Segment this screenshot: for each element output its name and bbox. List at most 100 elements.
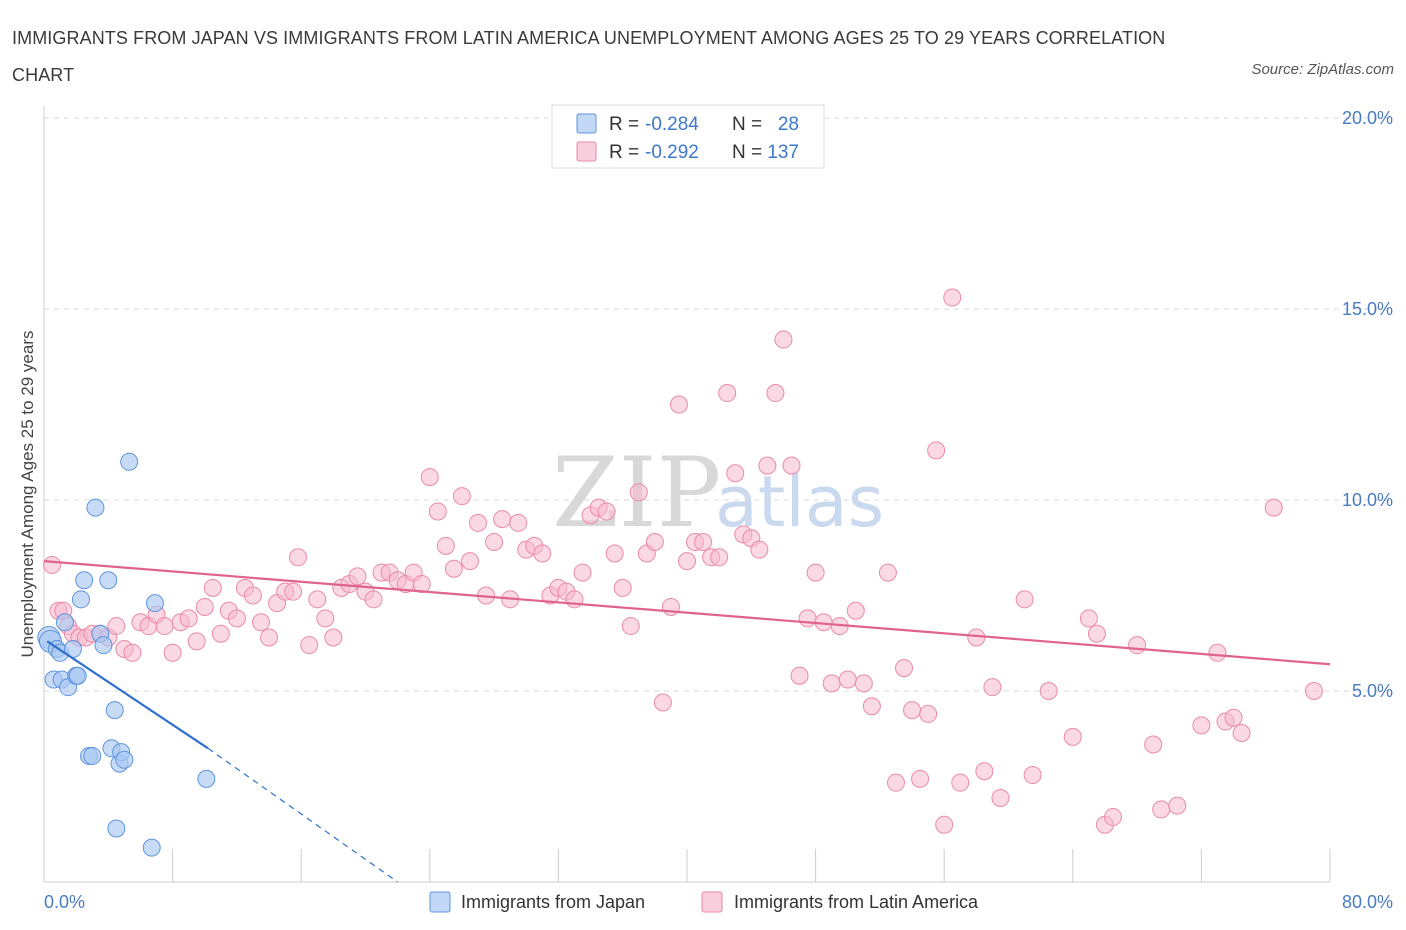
latam-point [927,441,946,460]
latam-point [911,769,930,788]
latam-point [420,468,439,487]
japan-series [37,452,216,857]
latam-point [436,536,455,555]
latam-point [782,456,801,475]
latam-point [1103,808,1122,827]
stats-legend-box [551,104,825,169]
latam-point [364,590,383,609]
latam-point [1152,800,1171,819]
latam-point [903,701,922,720]
latam-point [822,674,841,693]
latam-point [316,609,335,628]
bottom-legend-latam-label: Immigrants from Latin America [734,892,979,912]
latam-point [710,548,729,567]
japan-point [107,819,126,838]
latam-point [179,609,198,628]
latam-point [1192,716,1211,735]
series-legend: Immigrants from Japan Immigrants from La… [429,891,979,913]
latam-point [509,513,528,532]
y-tick-label: 10.0% [1342,490,1393,510]
latam-point [983,678,1002,697]
latam-point [227,609,246,628]
latam-point [1232,724,1251,743]
legend-japan-n-label: N = [732,114,762,135]
latam-point [1015,590,1034,609]
japan-point [99,571,118,590]
latam-point [718,384,737,403]
latam-point [300,636,319,655]
japan-point [145,594,164,613]
y-tick-label: 5.0% [1352,681,1393,701]
y-tick-labels: 5.0% 10.0% 15.0% 20.0% [1342,108,1393,701]
latam-point [533,544,552,563]
japan-point [142,838,161,857]
legend-japan-r-label: R = [609,114,639,135]
latam-point [460,552,479,571]
japan-point [75,571,94,590]
latam-point [629,483,648,502]
latam-point [774,330,793,349]
latam-point [895,659,914,678]
latam-point [678,552,696,571]
latam-point [444,559,463,578]
bottom-legend-latam-swatch [701,891,723,913]
latam-point [790,666,809,685]
legend-japan-r-value: -0.284 [645,114,699,135]
latam-point [348,567,367,586]
japan-trend-extension [207,747,398,883]
latam-point [1224,708,1243,727]
japan-point [86,498,105,517]
latam-point [1304,682,1323,700]
latam-point [862,697,881,716]
latam-point [452,487,471,506]
latam-point [943,288,962,307]
x-tick-label-max: 80.0% [1342,892,1393,912]
legend-latam-r-label: R = [609,142,639,163]
latam-point [766,384,785,403]
y-tick-label: 20.0% [1342,108,1393,128]
latam-point [613,578,632,597]
latam-point [211,624,230,643]
latam-point [155,617,174,636]
latam-point [806,563,825,582]
latam-point [669,395,688,414]
latam-point [565,590,584,609]
latam-point [967,628,986,647]
japan-point [68,666,87,685]
latam-point [260,628,279,647]
japan-point [55,613,74,632]
latam-point [195,597,214,616]
latam-point [288,548,307,567]
japan-point [94,636,113,655]
latam-point [886,773,905,792]
latam-point [187,632,206,651]
legend-japan-swatch [576,113,597,134]
latam-point [1087,624,1106,643]
japan-trend-line [46,640,209,750]
latam-point [878,563,897,582]
latam-point [573,563,592,582]
latam-point [750,540,769,559]
latam-point [428,502,447,521]
latam-point [1168,796,1187,815]
latam-point [726,464,745,483]
latam-point [324,628,343,647]
y-tick-label: 15.0% [1342,299,1393,319]
latam-point [605,544,624,563]
latam-point [919,704,938,723]
latam-point [243,586,262,605]
latam-series [43,288,1323,834]
latam-point [621,617,640,636]
latam-point [469,513,488,532]
latam-point [1128,636,1147,655]
latam-point [991,788,1010,807]
latam-point [412,575,431,594]
latam-point [308,590,327,609]
japan-point [105,701,124,720]
japan-point [71,590,90,609]
latam-point [854,674,873,693]
latam-point [1144,735,1163,754]
latam-point [694,533,713,552]
legend-latam-n-value: 137 [767,142,799,163]
